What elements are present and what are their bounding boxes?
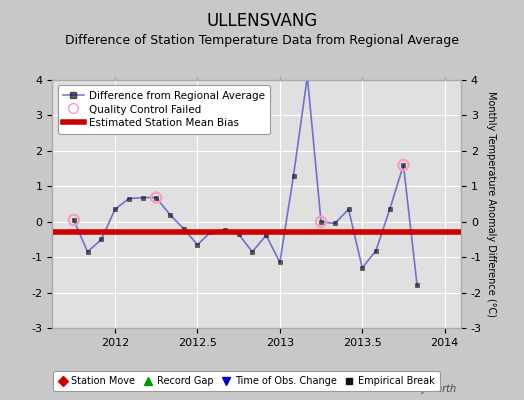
Legend: Station Move, Record Gap, Time of Obs. Change, Empirical Break: Station Move, Record Gap, Time of Obs. C… — [53, 372, 440, 391]
Point — [399, 162, 408, 168]
Text: Difference of Station Temperature Data from Regional Average: Difference of Station Temperature Data f… — [65, 34, 459, 47]
Legend: Difference from Regional Average, Quality Control Failed, Estimated Station Mean: Difference from Regional Average, Qualit… — [58, 85, 270, 134]
Y-axis label: Monthly Temperature Anomaly Difference (°C): Monthly Temperature Anomaly Difference (… — [486, 91, 496, 317]
Point — [317, 218, 325, 225]
Text: ULLENSVANG: ULLENSVANG — [206, 12, 318, 30]
Text: Berkeley Earth: Berkeley Earth — [384, 384, 456, 394]
Point — [152, 194, 160, 201]
Point — [70, 217, 78, 223]
